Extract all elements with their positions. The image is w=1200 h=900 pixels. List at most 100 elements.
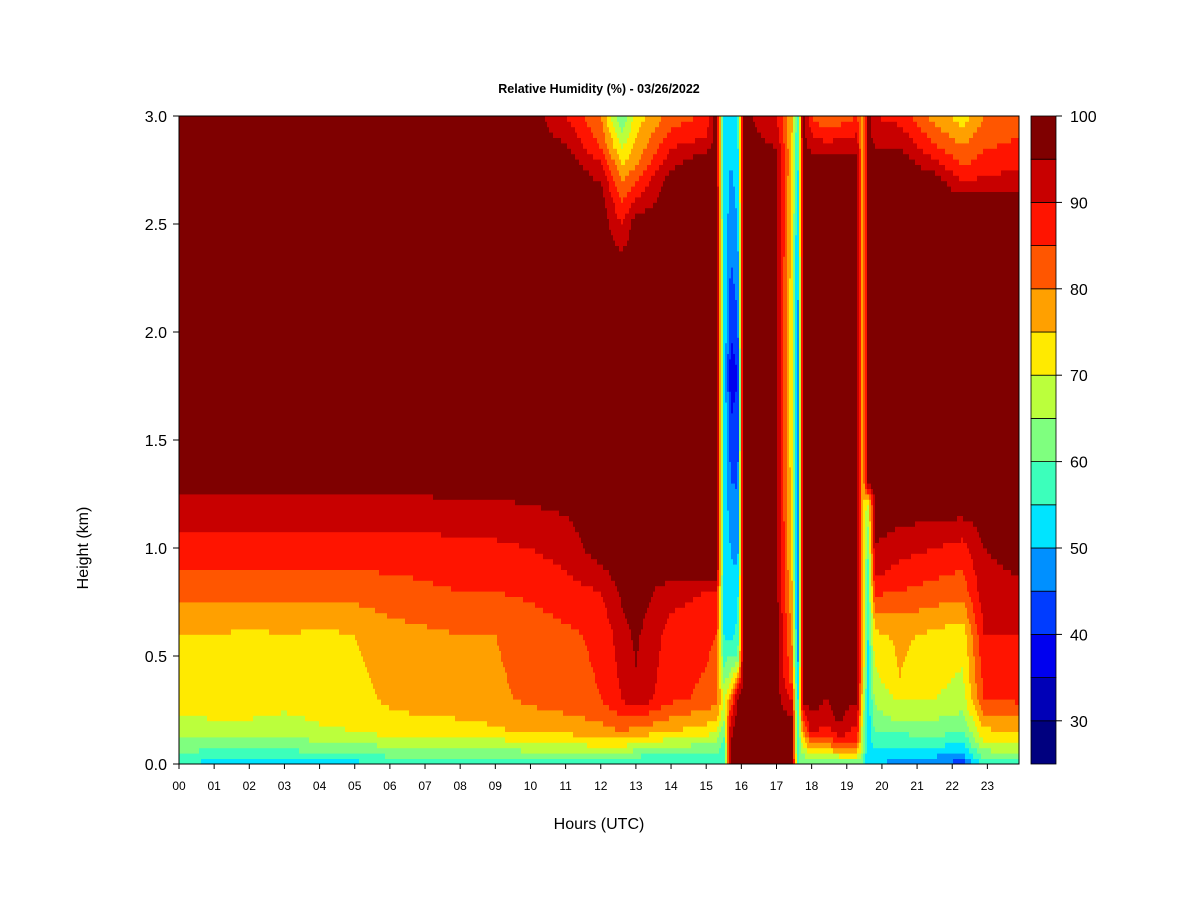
heatmap-cell xyxy=(473,758,476,765)
heatmap-cell xyxy=(617,191,620,219)
heatmap-cell xyxy=(931,720,934,738)
heatmap-cell xyxy=(907,720,910,732)
heatmap-cell xyxy=(825,116,828,128)
heatmap-cell xyxy=(687,580,690,603)
heatmap-cell xyxy=(491,116,494,500)
heatmap-cell xyxy=(319,726,322,743)
heatmap-cell xyxy=(497,116,500,500)
heatmap-cell xyxy=(421,715,424,738)
heatmap-cell xyxy=(619,753,622,759)
heatmap-cell xyxy=(999,564,1002,635)
heatmap-cell xyxy=(657,747,660,754)
heatmap-cell xyxy=(437,629,440,716)
heatmap-cell xyxy=(685,726,688,738)
heatmap-cell xyxy=(553,116,556,138)
heatmap-cell xyxy=(925,699,928,722)
heatmap-cell xyxy=(423,116,426,495)
heatmap-cell xyxy=(439,116,442,500)
heatmap-cell xyxy=(437,715,440,738)
heatmap-cell xyxy=(467,720,470,738)
heatmap-cell xyxy=(347,494,350,533)
heatmap-cell xyxy=(707,737,710,743)
heatmap-cell xyxy=(661,186,664,587)
heatmap-cell xyxy=(361,731,364,743)
heatmap-cell xyxy=(473,116,476,500)
heatmap-cell xyxy=(537,731,540,743)
heatmap-cell xyxy=(313,720,316,743)
heatmap-cell xyxy=(685,580,688,603)
heatmap-cell xyxy=(907,650,910,700)
heatmap-cell xyxy=(871,488,874,495)
heatmap-cell xyxy=(961,742,964,754)
heatmap-cell xyxy=(201,737,204,749)
heatmap-cell xyxy=(995,742,998,754)
heatmap-cell xyxy=(617,753,620,759)
heatmap-cell xyxy=(403,710,406,738)
heatmap-cell xyxy=(183,634,186,716)
heatmap-cell xyxy=(269,602,272,635)
heatmap-cell xyxy=(803,116,806,705)
heatmap-cell xyxy=(477,758,480,765)
heatmap-cell xyxy=(317,742,320,754)
heatmap-cell xyxy=(503,116,506,500)
heatmap-cell xyxy=(737,116,740,149)
heatmap-cell xyxy=(911,526,914,554)
heatmap-cell xyxy=(307,720,310,738)
heatmap-cell xyxy=(951,623,954,678)
heatmap-cell xyxy=(595,747,598,754)
heatmap-cell xyxy=(333,116,336,495)
heatmap-cell xyxy=(905,612,908,657)
heatmap-cell xyxy=(255,116,258,495)
heatmap-cell xyxy=(331,494,334,533)
heatmap-cell xyxy=(817,121,820,138)
heatmap-cell xyxy=(919,758,922,765)
heatmap-cell xyxy=(819,153,822,706)
heatmap-cell xyxy=(499,758,502,765)
heatmap-cell xyxy=(481,634,484,722)
heatmap-cell xyxy=(227,634,230,722)
heatmap-cell xyxy=(193,737,196,754)
heatmap-cell xyxy=(843,121,846,138)
heatmap-cell xyxy=(207,758,210,765)
heatmap-cell xyxy=(639,726,642,738)
heatmap-cell xyxy=(579,634,582,716)
heatmap-cell xyxy=(997,191,1000,565)
heatmap-cell xyxy=(495,116,498,500)
heatmap-cell xyxy=(945,180,948,522)
heatmap-cell xyxy=(587,753,590,759)
heatmap-cell xyxy=(507,758,510,765)
heatmap-cell xyxy=(215,634,218,722)
heatmap-cell xyxy=(205,758,208,765)
heatmap-cell xyxy=(633,170,636,187)
heatmap-cell xyxy=(951,715,954,732)
heatmap-cell xyxy=(357,116,360,495)
heatmap-cell xyxy=(481,720,484,738)
heatmap-cell xyxy=(271,737,274,749)
heatmap-cell xyxy=(567,623,570,716)
heatmap-cell xyxy=(351,569,354,603)
heatmap-cell xyxy=(991,758,994,765)
heatmap-cell xyxy=(903,731,906,749)
heatmap-cell xyxy=(495,758,498,765)
heatmap-cell xyxy=(253,569,256,603)
heatmap-cell xyxy=(933,170,936,522)
heatmap-cell xyxy=(597,747,600,754)
heatmap-cell xyxy=(885,612,888,635)
heatmap-cell xyxy=(545,753,548,759)
heatmap-cell xyxy=(231,494,234,533)
heatmap-cell xyxy=(325,629,328,727)
heatmap-cell xyxy=(731,737,734,765)
heatmap-cell xyxy=(687,121,690,144)
heatmap-cell xyxy=(853,753,856,759)
heatmap-cell xyxy=(807,737,810,749)
heatmap-cell xyxy=(381,753,384,765)
heatmap-cell xyxy=(935,629,938,700)
heatmap-cell xyxy=(833,116,836,128)
heatmap-cell xyxy=(737,461,740,554)
heatmap-cell xyxy=(841,758,844,765)
heatmap-cell xyxy=(723,720,726,738)
heatmap-cell xyxy=(481,747,484,759)
heatmap-cell xyxy=(211,758,214,765)
heatmap-cell xyxy=(215,720,218,738)
heatmap-cell xyxy=(1013,742,1016,754)
